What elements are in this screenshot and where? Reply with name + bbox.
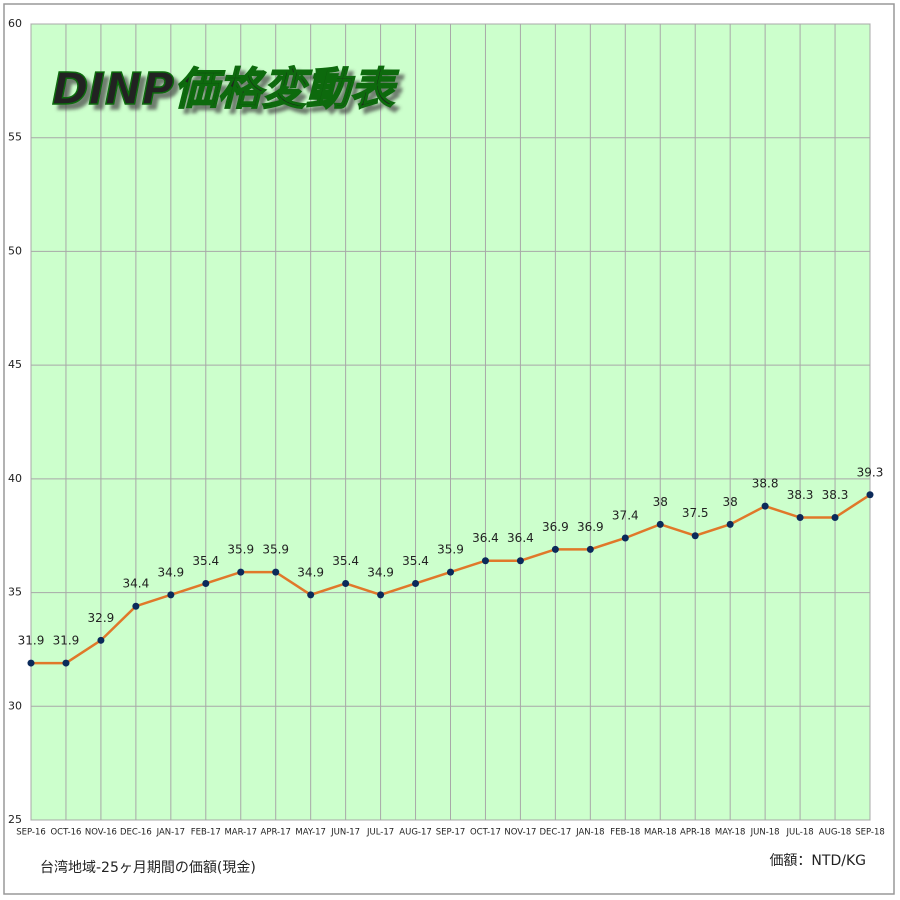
- x-tick-label: FEB-18: [610, 828, 640, 838]
- data-label: 36.4: [507, 531, 534, 545]
- data-label: 35.4: [332, 554, 359, 568]
- y-tick-label: 60: [8, 17, 22, 30]
- x-tick-label: MAR-17: [224, 828, 257, 838]
- x-tick-label: AUG-17: [399, 828, 432, 838]
- marker: [377, 591, 385, 599]
- marker: [132, 602, 140, 610]
- x-tick-label: OCT-17: [470, 828, 501, 838]
- data-label: 37.4: [612, 508, 639, 522]
- marker: [202, 579, 210, 587]
- y-tick-label: 25: [8, 813, 22, 826]
- data-label: 38: [723, 495, 738, 509]
- x-tick-label: SEP-18: [855, 828, 885, 838]
- marker: [272, 568, 280, 576]
- data-label: 38.3: [787, 488, 814, 502]
- y-tick-label: 50: [8, 244, 22, 257]
- data-label: 36.9: [542, 520, 569, 534]
- data-label: 35.4: [192, 554, 219, 568]
- marker: [62, 659, 70, 667]
- data-label: 38.8: [752, 477, 779, 491]
- x-tick-label: SEP-16: [16, 828, 46, 838]
- data-label: 35.9: [437, 543, 464, 557]
- y-tick-label: 55: [8, 131, 22, 144]
- y-tick-label: 30: [8, 699, 22, 712]
- y-tick-label: 40: [8, 472, 22, 485]
- marker: [167, 591, 175, 599]
- marker: [412, 579, 420, 587]
- data-label: 39.3: [857, 465, 884, 479]
- marker: [516, 557, 524, 565]
- data-label: 31.9: [18, 634, 45, 648]
- x-tick-label: MAR-18: [644, 828, 677, 838]
- x-tick-label: JUL-17: [366, 828, 394, 838]
- marker: [551, 545, 559, 553]
- marker: [621, 534, 629, 542]
- marker: [691, 532, 699, 540]
- y-tick-label: 45: [8, 358, 22, 371]
- data-label: 35.9: [262, 543, 289, 557]
- marker: [27, 659, 35, 667]
- x-tick-label: JUN-18: [750, 828, 780, 838]
- data-label: 34.9: [367, 565, 394, 579]
- footnote: 価額：NTD/KG: [769, 853, 866, 869]
- data-label: 31.9: [53, 634, 80, 648]
- data-label: 34.9: [157, 565, 184, 579]
- x-tick-label: AUG-18: [819, 828, 852, 838]
- x-tick-label: JUL-18: [785, 828, 813, 838]
- marker: [307, 591, 315, 599]
- chart-title: DINP価格変動表: [52, 64, 399, 115]
- marker: [726, 520, 734, 528]
- x-tick-label: NOV-16: [85, 828, 117, 838]
- data-label: 35.9: [227, 543, 254, 557]
- x-tick-label: JAN-18: [575, 828, 604, 838]
- data-label: 38.3: [822, 488, 849, 502]
- data-label: 36.4: [472, 531, 499, 545]
- data-label: 36.9: [577, 520, 604, 534]
- marker: [586, 545, 594, 553]
- marker: [796, 514, 804, 522]
- x-tick-label: DEC-17: [540, 828, 572, 838]
- x-tick-label: APR-18: [680, 828, 710, 838]
- marker: [831, 514, 839, 522]
- x-tick-label: JUN-17: [330, 828, 360, 838]
- marker: [447, 568, 454, 576]
- y-tick-label: 35: [8, 586, 22, 599]
- data-label: 32.9: [88, 611, 115, 625]
- marker: [481, 557, 489, 565]
- footnote: 台湾地域-25ヶ月期間の価額(現金): [40, 859, 256, 876]
- marker: [866, 491, 874, 499]
- data-label: 38: [653, 495, 668, 509]
- data-label: 34.9: [297, 565, 324, 579]
- x-tick-label: OCT-16: [50, 828, 81, 838]
- x-tick-label: JAN-17: [156, 828, 185, 838]
- marker: [237, 568, 245, 576]
- marker: [656, 520, 664, 528]
- x-tick-label: FEB-17: [191, 828, 221, 838]
- x-tick-label: NOV-17: [504, 828, 536, 838]
- marker: [97, 636, 105, 644]
- x-tick-label: SEP-17: [436, 828, 466, 838]
- x-tick-label: DEC-16: [120, 828, 152, 838]
- data-label: 34.4: [123, 577, 150, 591]
- marker: [761, 502, 769, 510]
- x-tick-label: MAY-18: [715, 828, 746, 838]
- data-label: 35.4: [402, 554, 429, 568]
- data-label: 37.5: [682, 506, 709, 520]
- marker: [342, 579, 350, 587]
- x-tick-label: APR-17: [261, 828, 291, 838]
- x-tick-label: MAY-17: [295, 828, 326, 838]
